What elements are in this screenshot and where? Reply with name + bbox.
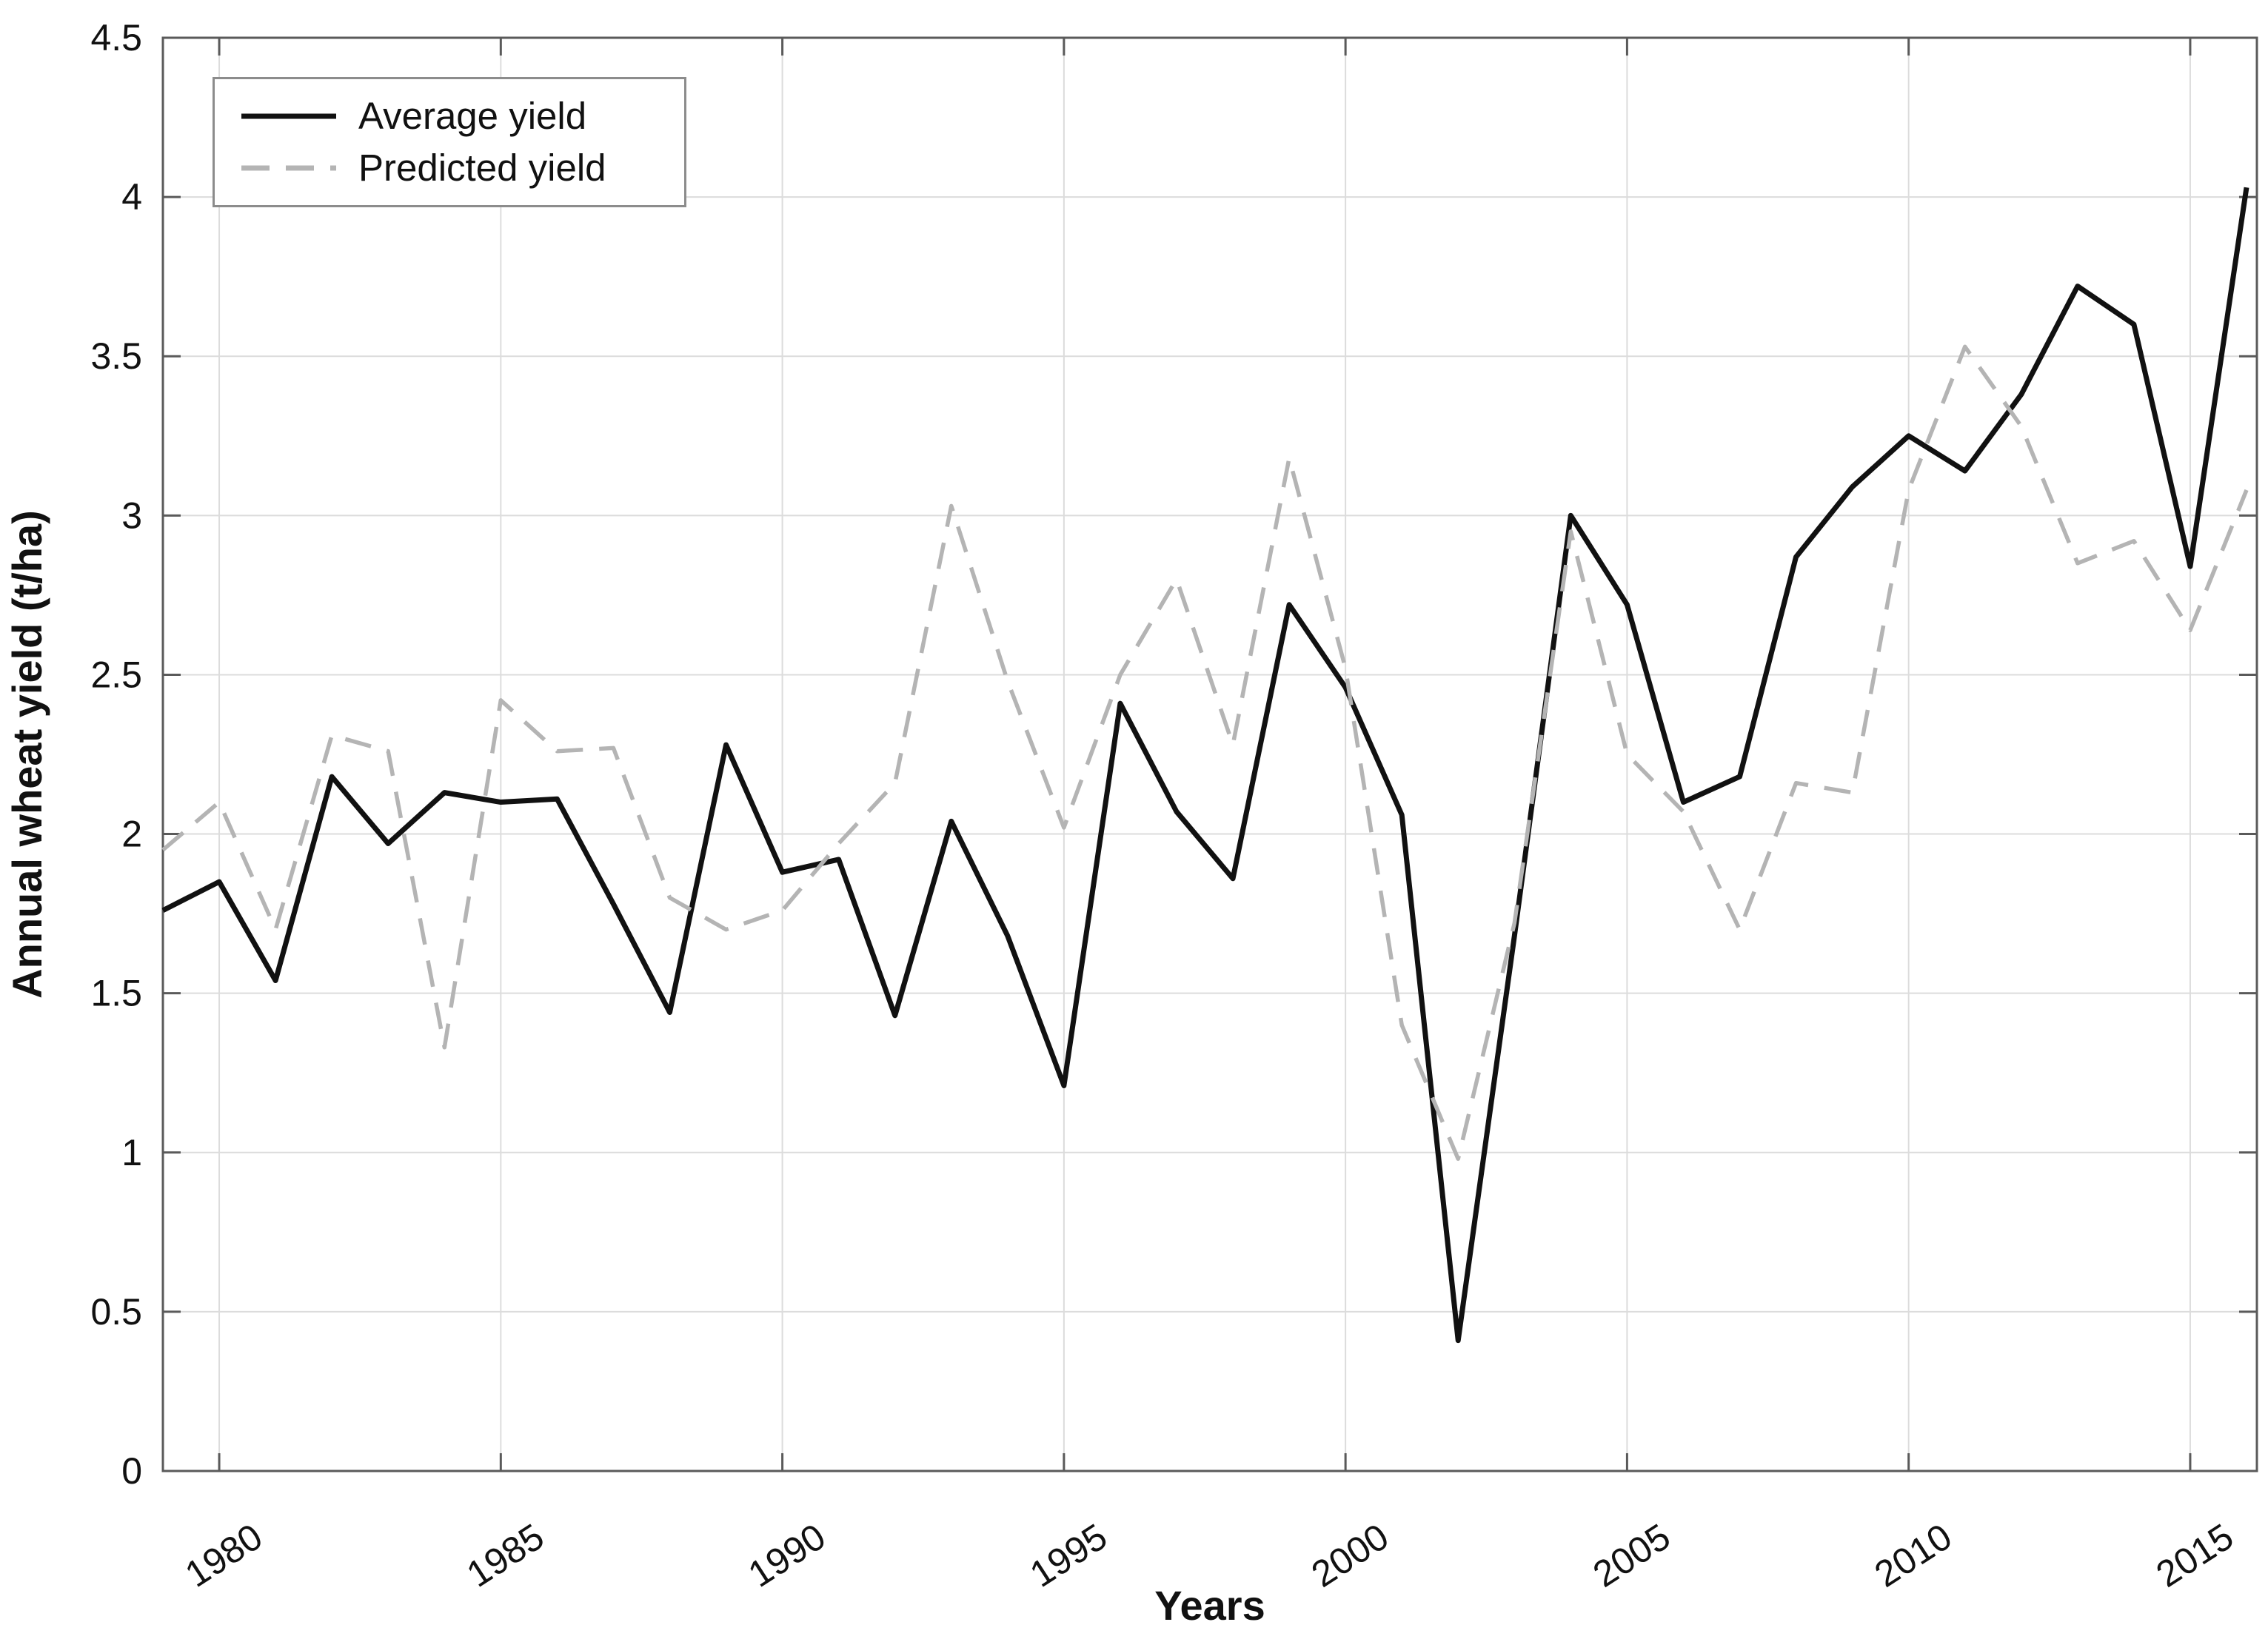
tick-label-y-2: 2 bbox=[121, 814, 142, 855]
tick-label-x-1985: 1985 bbox=[460, 1515, 552, 1595]
data-series bbox=[161, 187, 2249, 1344]
tick-label-x-1995: 1995 bbox=[1023, 1515, 1114, 1595]
tick-label-x-2005: 2005 bbox=[1586, 1515, 1678, 1595]
tick-label-y-2.5: 2.5 bbox=[90, 654, 142, 695]
series-average-yield bbox=[161, 187, 2249, 1344]
tick-label-y-1: 1 bbox=[121, 1132, 142, 1173]
legend-line-dashed-icon bbox=[241, 165, 336, 171]
tick-label-y-4.5: 4.5 bbox=[90, 17, 142, 58]
tick-label-x-2010: 2010 bbox=[1867, 1515, 1959, 1595]
tick-label-y-0.5: 0.5 bbox=[90, 1291, 142, 1333]
tick-label-y-4: 4 bbox=[121, 176, 142, 218]
legend: Average yield Predicted yield bbox=[213, 77, 686, 208]
tick-labels: 0 0.5 1 1.5 2 2.5 3 3.5 4 4.5 1980 1985 1990 1995 2000… bbox=[90, 17, 2240, 1595]
plot-frame bbox=[161, 36, 2258, 1472]
legend-item-predicted-yield: Predicted yield bbox=[240, 147, 662, 189]
tick-label-y-3: 3 bbox=[121, 495, 142, 536]
axis-ticks bbox=[163, 36, 2257, 1472]
x-axis-title: Years bbox=[1154, 1582, 1265, 1629]
tick-label-x-1990: 1990 bbox=[741, 1515, 833, 1595]
tick-label-y-0: 0 bbox=[121, 1450, 142, 1492]
tick-label-y-3.5: 3.5 bbox=[90, 335, 142, 377]
tick-label-x-2000: 2000 bbox=[1304, 1515, 1396, 1595]
legend-line-solid-icon bbox=[241, 113, 336, 119]
y-axis-title: Annual wheat yield (t/ha) bbox=[4, 510, 50, 999]
tick-label-y-1.5: 1.5 bbox=[90, 973, 142, 1014]
tick-label-x-2015: 2015 bbox=[2149, 1515, 2241, 1595]
legend-label-predicted-yield: Predicted yield bbox=[358, 147, 606, 190]
tick-label-x-1980: 1980 bbox=[178, 1515, 270, 1595]
legend-item-average-yield: Average yield bbox=[240, 95, 662, 137]
series-predicted-yield bbox=[161, 344, 2249, 1162]
legend-label-average-yield: Average yield bbox=[358, 95, 587, 137]
gridlines bbox=[163, 38, 2257, 1471]
